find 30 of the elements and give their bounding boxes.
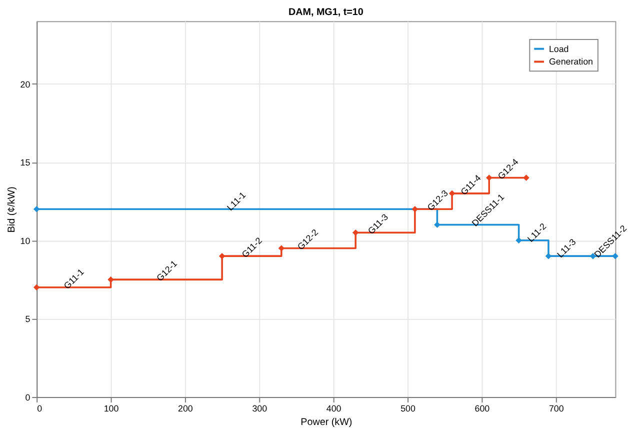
point: [218, 252, 226, 260]
x-tick-label: 400: [326, 403, 342, 414]
x-tick-label: 500: [400, 403, 416, 414]
y-tick-label: 0: [25, 392, 30, 402]
point: [412, 206, 418, 212]
x-tick-label: 700: [548, 403, 564, 414]
point: [108, 276, 114, 283]
point: [545, 252, 552, 260]
y-tick-label: 20: [20, 79, 30, 90]
point: [516, 237, 522, 244]
point: [523, 174, 530, 181]
point: [33, 284, 40, 291]
x-tick-label: 0: [37, 403, 42, 414]
x-tick-label: 100: [104, 403, 119, 414]
y-tick-label: 15: [20, 158, 30, 168]
x-axis-title: Power (kW): [300, 417, 352, 428]
x-tick-label: 600: [474, 403, 490, 414]
chart-title: DAM, MG1, t=10: [288, 7, 364, 18]
y-tick-label: 5: [25, 314, 30, 324]
point: [448, 190, 456, 197]
point: [486, 174, 492, 181]
point: [352, 229, 359, 236]
legend-label: Generation: [548, 56, 594, 67]
y-tick-label: 10: [20, 236, 30, 246]
x-tick-label: 200: [178, 403, 193, 414]
legend-label: Load: [548, 44, 569, 54]
x-tick-label: 300: [252, 403, 268, 414]
point: [278, 245, 285, 252]
point: [33, 206, 40, 212]
y-axis-title: Bid (¢/kW): [6, 186, 18, 233]
